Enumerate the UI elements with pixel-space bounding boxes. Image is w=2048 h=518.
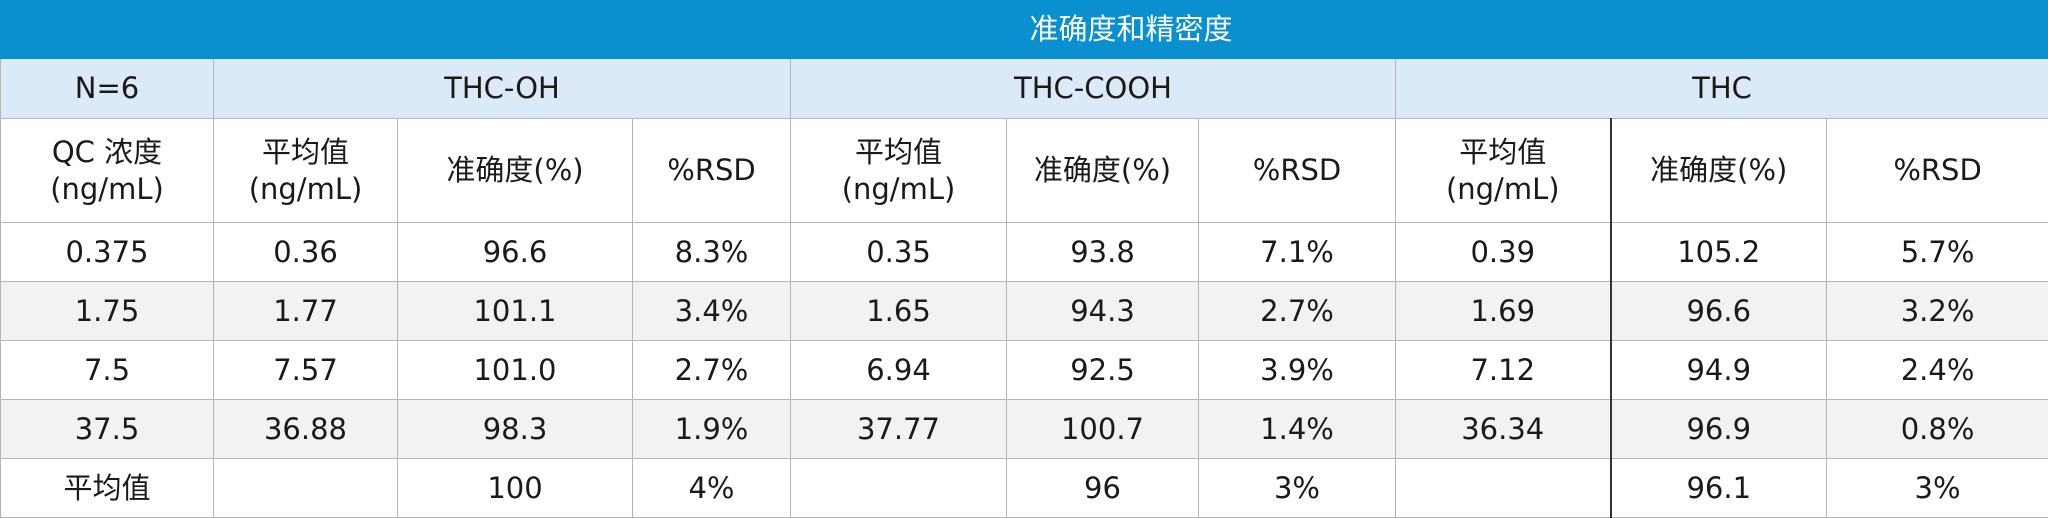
column-header: 准确度(%) bbox=[398, 119, 633, 223]
table-cell: 36.88 bbox=[214, 400, 398, 459]
table-cell: 1.4% bbox=[1199, 400, 1396, 459]
table-cell: 96.6 bbox=[1611, 282, 1827, 341]
table-cell: 94.9 bbox=[1611, 341, 1827, 400]
table-title: 准确度和精密度 bbox=[214, 1, 2048, 59]
table-cell: 7.57 bbox=[214, 341, 398, 400]
corner-blank bbox=[1, 1, 214, 59]
table-cell: 3.4% bbox=[633, 282, 791, 341]
table-cell: 94.3 bbox=[1007, 282, 1199, 341]
column-header: 准确度(%) bbox=[1007, 119, 1199, 223]
table-cell: 98.3 bbox=[398, 400, 633, 459]
group-header: THC bbox=[1396, 59, 2048, 119]
table-cell: 92.5 bbox=[1007, 341, 1199, 400]
title-row: 准确度和精密度 bbox=[1, 1, 2048, 59]
table-cell: 0.39 bbox=[1396, 223, 1611, 282]
table-cell: 96.9 bbox=[1611, 400, 1827, 459]
table-cell: 2.4% bbox=[1827, 341, 2048, 400]
column-header: %RSD bbox=[1827, 119, 2048, 223]
column-header: 平均值 (ng/mL) bbox=[214, 119, 398, 223]
table-cell: 100 bbox=[398, 459, 633, 518]
table-cell: 96.1 bbox=[1611, 459, 1827, 518]
table-cell: 37.77 bbox=[791, 400, 1007, 459]
table-cell: 6.94 bbox=[791, 341, 1007, 400]
column-header: %RSD bbox=[1199, 119, 1396, 223]
table-cell: 1.77 bbox=[214, 282, 398, 341]
table-cell: 3% bbox=[1827, 459, 2048, 518]
table-cell: 8.3% bbox=[633, 223, 791, 282]
table-cell: 7.1% bbox=[1199, 223, 1396, 282]
table-cell: 101.0 bbox=[398, 341, 633, 400]
table-cell: 1.69 bbox=[1396, 282, 1611, 341]
group-header: THC-COOH bbox=[791, 59, 1396, 119]
empty-cell bbox=[214, 459, 398, 518]
table-cell: 2.7% bbox=[633, 341, 791, 400]
table-cell: 0.8% bbox=[1827, 400, 2048, 459]
table-cell: 7.12 bbox=[1396, 341, 1611, 400]
table-cell: 37.5 bbox=[1, 400, 214, 459]
table-cell: 7.5 bbox=[1, 341, 214, 400]
table-cell: 96.6 bbox=[398, 223, 633, 282]
table-cell: 5.7% bbox=[1827, 223, 2048, 282]
corner-label: N=6 bbox=[1, 59, 214, 119]
column-header: 平均值 (ng/mL) bbox=[1396, 119, 1611, 223]
table-cell: 1.65 bbox=[791, 282, 1007, 341]
table-cell: 2.7% bbox=[1199, 282, 1396, 341]
table-cell: 101.1 bbox=[398, 282, 633, 341]
group-header: THC-OH bbox=[214, 59, 791, 119]
column-header: 平均值 (ng/mL) bbox=[791, 119, 1007, 223]
table-cell: 0.36 bbox=[214, 223, 398, 282]
empty-cell bbox=[791, 459, 1007, 518]
table-cell: 3% bbox=[1199, 459, 1396, 518]
table-cell: 3.9% bbox=[1199, 341, 1396, 400]
table-cell: 93.8 bbox=[1007, 223, 1199, 282]
table-cell: 100.7 bbox=[1007, 400, 1199, 459]
table-cell: 36.34 bbox=[1396, 400, 1611, 459]
table-cell: 0.35 bbox=[791, 223, 1007, 282]
table-cell: 1.9% bbox=[633, 400, 791, 459]
table-cell: 平均值 bbox=[1, 459, 214, 518]
empty-cell bbox=[1396, 459, 1611, 518]
table-cell: 3.2% bbox=[1827, 282, 2048, 341]
column-header: QC 浓度 (ng/mL) bbox=[1, 119, 214, 223]
column-header: %RSD bbox=[633, 119, 791, 223]
table-cell: 4% bbox=[633, 459, 791, 518]
column-header: 准确度(%) bbox=[1611, 119, 1827, 223]
table-cell: 105.2 bbox=[1611, 223, 1827, 282]
table-cell: 1.75 bbox=[1, 282, 214, 341]
table-cell: 0.375 bbox=[1, 223, 214, 282]
table-cell: 96 bbox=[1007, 459, 1199, 518]
